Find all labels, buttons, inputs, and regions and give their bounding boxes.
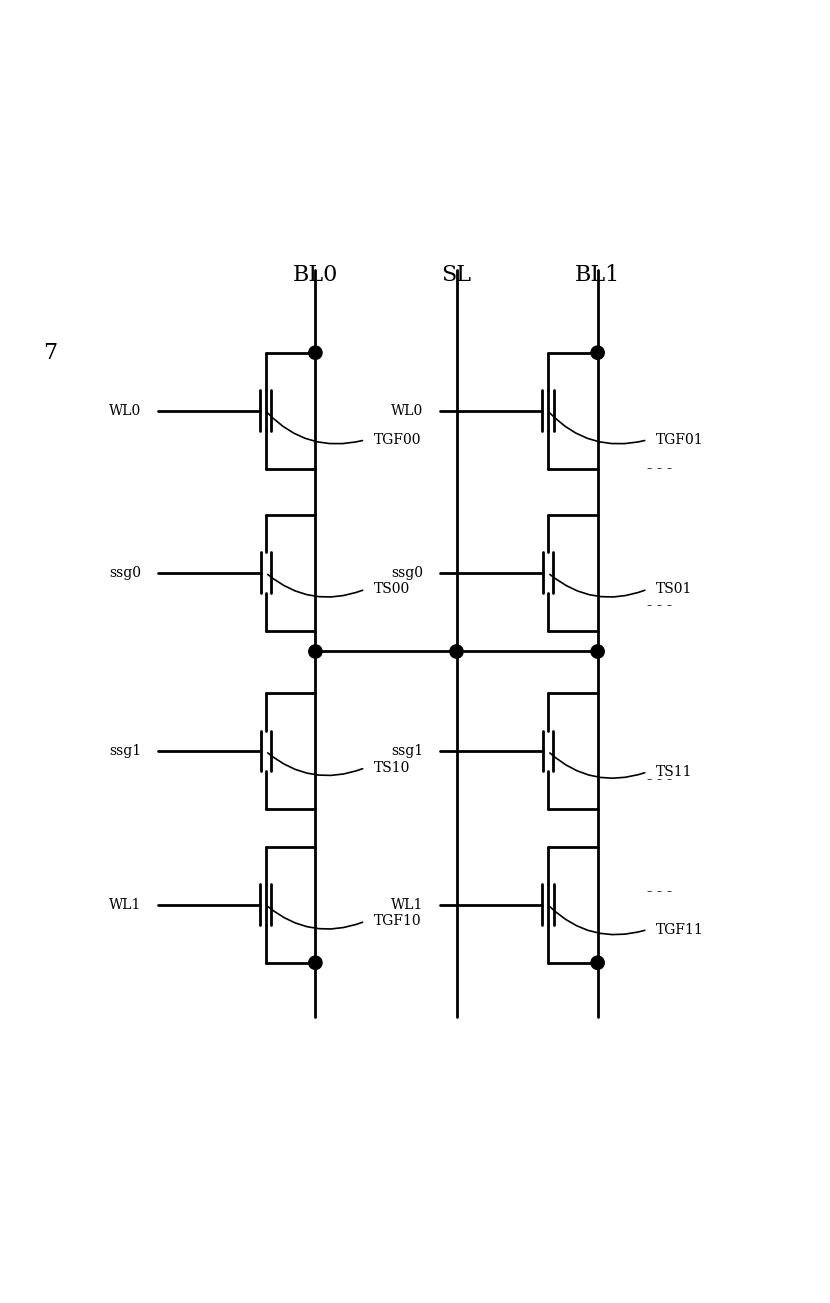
- Text: - - -: - - -: [647, 599, 672, 612]
- Text: ssg1: ssg1: [109, 744, 141, 758]
- Text: TS11: TS11: [656, 765, 692, 779]
- Circle shape: [591, 645, 604, 658]
- Text: WL1: WL1: [391, 898, 423, 912]
- Text: WL0: WL0: [391, 404, 423, 418]
- Text: TS10: TS10: [374, 761, 410, 775]
- Text: WL1: WL1: [109, 898, 141, 912]
- Text: WL0: WL0: [109, 404, 141, 418]
- Text: 7: 7: [42, 341, 57, 364]
- Circle shape: [309, 645, 322, 658]
- Text: - - -: - - -: [647, 885, 672, 899]
- Text: TGF10: TGF10: [374, 915, 421, 928]
- Text: SL: SL: [442, 265, 471, 287]
- Circle shape: [450, 645, 463, 658]
- Circle shape: [309, 347, 322, 360]
- Text: BL1: BL1: [575, 265, 620, 287]
- Text: TS00: TS00: [374, 582, 410, 597]
- Text: TGF01: TGF01: [656, 433, 703, 447]
- Text: ssg0: ssg0: [109, 566, 141, 580]
- Text: TGF11: TGF11: [656, 923, 704, 937]
- Circle shape: [591, 347, 604, 360]
- Circle shape: [591, 956, 604, 969]
- Text: - - -: - - -: [647, 461, 672, 476]
- Text: TS01: TS01: [656, 582, 692, 597]
- Text: ssg0: ssg0: [391, 566, 423, 580]
- Circle shape: [309, 956, 322, 969]
- Text: BL0: BL0: [293, 265, 338, 287]
- Text: - - -: - - -: [647, 773, 672, 787]
- Text: ssg1: ssg1: [391, 744, 423, 758]
- Text: TGF00: TGF00: [374, 433, 421, 447]
